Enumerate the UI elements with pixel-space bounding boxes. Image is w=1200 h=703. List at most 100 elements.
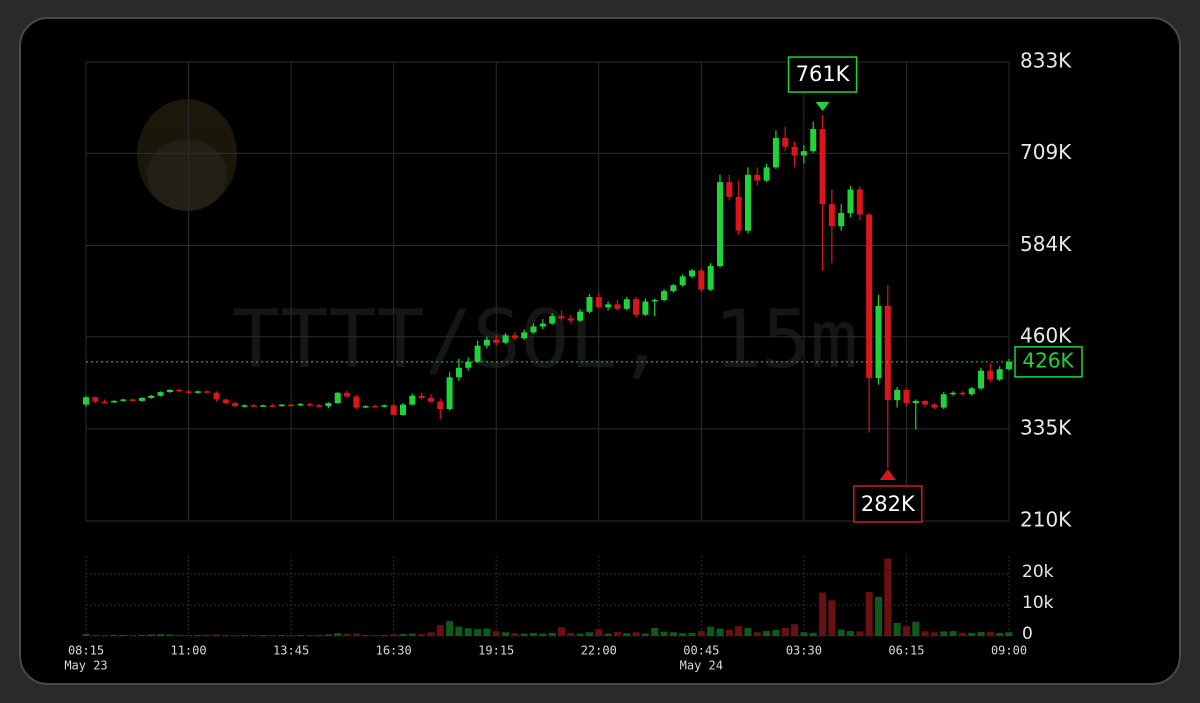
volume-bar bbox=[185, 635, 193, 636]
candle-body bbox=[819, 129, 826, 205]
x-tick-label: 03:30 bbox=[786, 644, 822, 658]
candle-body bbox=[567, 318, 574, 321]
y-tick-label: 460K bbox=[1020, 323, 1072, 347]
candle-body bbox=[269, 405, 276, 407]
volume-bar bbox=[278, 635, 286, 636]
volume-bar bbox=[213, 634, 221, 636]
candle-body bbox=[847, 189, 854, 214]
volume-bar bbox=[399, 633, 407, 636]
candle-body bbox=[101, 401, 108, 404]
y-tick-label: 210K bbox=[1020, 508, 1072, 532]
candle-body bbox=[623, 299, 630, 309]
volume-bar bbox=[781, 627, 789, 636]
candle-body bbox=[288, 404, 295, 407]
volume-bar bbox=[222, 634, 230, 636]
candle-body bbox=[502, 335, 509, 343]
high-marker-label: 761K bbox=[796, 62, 851, 86]
volume-bar bbox=[464, 628, 472, 636]
volume-bar bbox=[697, 631, 705, 636]
candle-body bbox=[912, 400, 919, 404]
candle-body bbox=[344, 392, 351, 397]
volume-bar bbox=[91, 634, 99, 636]
candle-body bbox=[838, 213, 845, 227]
volume-bar bbox=[930, 632, 938, 636]
candle-body bbox=[353, 396, 360, 408]
candle-body bbox=[987, 370, 994, 380]
candle-body bbox=[483, 339, 490, 346]
candle-body bbox=[129, 399, 136, 401]
volume-bar bbox=[175, 634, 183, 636]
volume-bar bbox=[716, 628, 724, 636]
volume-bar bbox=[408, 633, 416, 636]
volume-bar bbox=[809, 632, 817, 636]
volume-bar bbox=[865, 591, 873, 636]
volume-bar bbox=[641, 633, 649, 636]
volume-bar bbox=[362, 635, 370, 636]
volume-bar bbox=[921, 631, 929, 636]
candle-body bbox=[539, 323, 546, 327]
low-marker bbox=[879, 468, 896, 480]
date-label: May 24 bbox=[680, 659, 723, 673]
volume-bar bbox=[343, 633, 351, 636]
candle-body bbox=[800, 151, 807, 156]
volume-bar bbox=[763, 631, 771, 636]
last-price-box bbox=[1014, 346, 1083, 378]
candle-body bbox=[754, 174, 761, 181]
candle-body bbox=[978, 370, 985, 389]
candle-body bbox=[661, 291, 668, 300]
candle-body bbox=[474, 345, 481, 362]
candle-body bbox=[185, 391, 192, 393]
candle-body bbox=[418, 395, 425, 398]
volume-bar bbox=[474, 629, 482, 636]
volume-bar bbox=[436, 625, 444, 636]
candle-body bbox=[940, 394, 947, 408]
candle-body bbox=[92, 397, 99, 402]
volume-bar bbox=[119, 635, 127, 636]
candle-body bbox=[166, 389, 173, 393]
volume-bar bbox=[986, 631, 994, 636]
volume-bar bbox=[324, 634, 332, 636]
candle-body bbox=[213, 392, 220, 400]
candle-body bbox=[381, 405, 388, 407]
x-tick-label: 00:45 bbox=[683, 644, 719, 658]
candle-body bbox=[549, 316, 556, 324]
volume-bar bbox=[623, 633, 631, 636]
volume-bar bbox=[585, 632, 593, 636]
candle-body bbox=[194, 391, 201, 393]
volume-bar bbox=[287, 635, 295, 636]
candle-body bbox=[670, 285, 677, 292]
candle-body bbox=[437, 401, 444, 410]
candle-body bbox=[782, 137, 789, 147]
candle-body bbox=[157, 392, 164, 396]
volume-bar bbox=[958, 632, 966, 636]
x-tick-label: 06:15 bbox=[888, 644, 924, 658]
candle-body bbox=[455, 367, 462, 378]
candle-body bbox=[810, 129, 817, 152]
volume-bar bbox=[240, 635, 248, 636]
volume-bar bbox=[250, 635, 258, 636]
x-tick-label: 19:15 bbox=[478, 644, 514, 658]
volume-bar bbox=[660, 631, 668, 636]
candle-body bbox=[828, 204, 835, 227]
candle-body bbox=[260, 405, 267, 407]
candle-body bbox=[772, 137, 779, 168]
volume-bar bbox=[753, 632, 761, 636]
candle-body bbox=[651, 299, 658, 302]
volume-bar bbox=[483, 628, 491, 636]
candle-body bbox=[372, 406, 379, 408]
volume-bar bbox=[371, 635, 379, 636]
volume-bar bbox=[548, 632, 556, 636]
volume-bar bbox=[203, 634, 211, 636]
candle-body bbox=[521, 332, 528, 339]
candle-body bbox=[950, 392, 957, 395]
candle-body bbox=[120, 399, 127, 401]
candle-body bbox=[633, 299, 640, 315]
volume-tick-label: 0 bbox=[1022, 624, 1033, 644]
high-marker bbox=[815, 102, 830, 112]
volume-bar bbox=[847, 631, 855, 636]
volume-bar bbox=[418, 634, 426, 636]
volume-bar bbox=[502, 632, 510, 636]
candle-body bbox=[241, 405, 248, 407]
volume-bar bbox=[912, 621, 920, 636]
